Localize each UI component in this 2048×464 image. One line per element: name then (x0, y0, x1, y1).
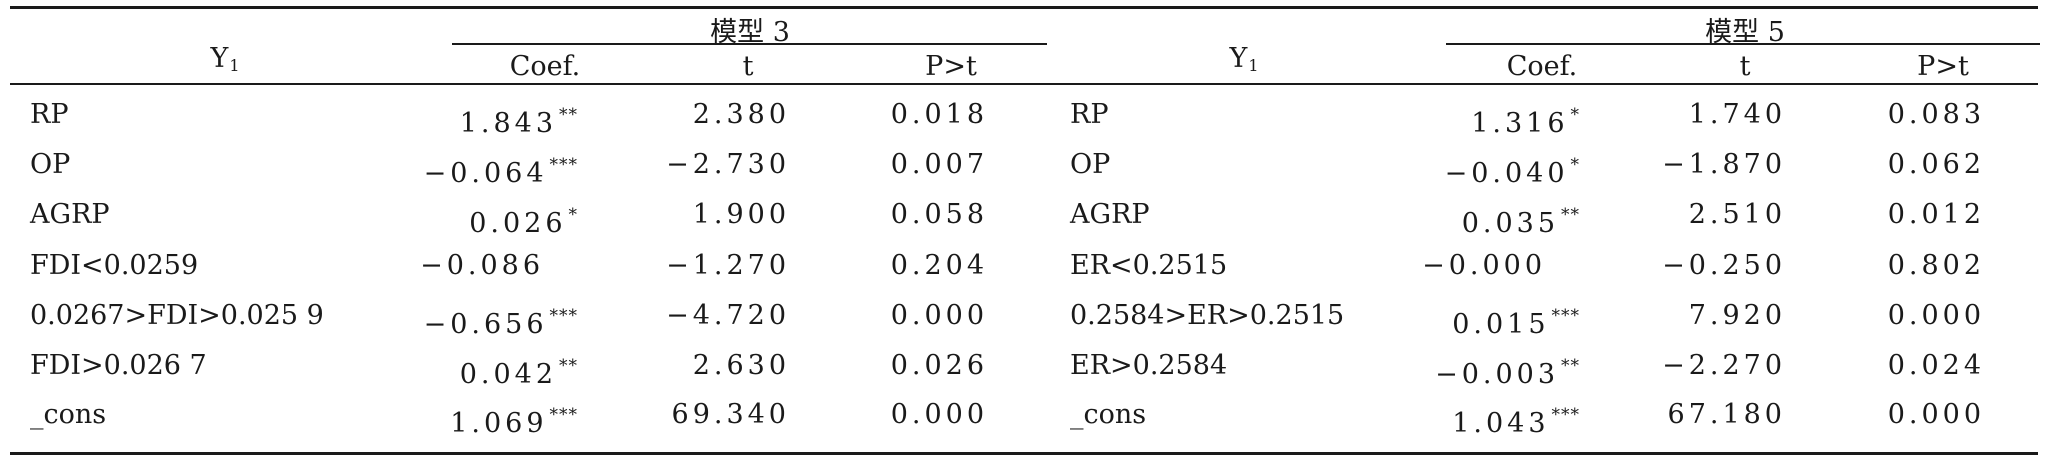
left-row-t: −4.720 (666, 300, 790, 331)
right-row-label: 0.2584>ER>0.2515 (1070, 300, 1345, 331)
left-row-coef: −0.656 *** (423, 306, 578, 340)
right-row-coef: −0.040 * (1444, 155, 1580, 189)
significance-stars: ** (1561, 356, 1580, 376)
left-row-label: FDI<0.0259 (30, 250, 199, 281)
right-row-p: 0.083 (1887, 99, 1985, 130)
right-row-t: −2.270 (1662, 350, 1786, 381)
right-col-coef: Coef. (1506, 51, 1578, 82)
top-rule (10, 6, 2038, 9)
right-row-t: −0.250 (1662, 250, 1786, 281)
left-row-coef: 1.843 ** (459, 105, 578, 139)
bottom-rule (10, 452, 2038, 455)
left-model-label: 模型 3 (710, 17, 790, 48)
significance-stars: *** (1551, 306, 1580, 326)
left-row-p: 0.204 (890, 250, 988, 281)
right-row-p: 0.000 (1887, 300, 1985, 331)
right-row-coef: −0.000 (1422, 250, 1546, 281)
left-row-t: 1.900 (692, 199, 790, 230)
left-row-coef: 0.042 ** (459, 356, 578, 390)
right-row-p: 0.012 (1887, 199, 1985, 230)
significance-stars: ** (559, 105, 578, 125)
right-model-rule (1446, 43, 2040, 45)
left-row-label: FDI>0.026 7 (30, 350, 207, 381)
right-row-t: 7.920 (1688, 300, 1786, 331)
left-row-t: −1.270 (666, 250, 790, 281)
left-row-t: 2.630 (692, 350, 790, 381)
right-row-coef: 0.035 ** (1461, 205, 1580, 239)
left-row-t: 2.380 (692, 99, 790, 130)
left-row-coef: −0.064 *** (423, 155, 578, 189)
significance-stars: * (1570, 155, 1580, 175)
significance-stars: ** (559, 356, 578, 376)
left-row-p: 0.026 (890, 350, 988, 381)
left-row-label: AGRP (30, 199, 110, 230)
significance-stars: ** (1561, 205, 1580, 225)
significance-stars: * (568, 205, 578, 225)
right-col-p: P>t (1917, 51, 1969, 82)
left-row-t: 69.340 (671, 399, 790, 430)
right-row-coef: 1.316 * (1471, 105, 1580, 139)
left-row-coef: 0.026 * (469, 205, 578, 239)
significance-stars: * (1570, 105, 1580, 125)
significance-stars: *** (1551, 405, 1580, 425)
left-row-p: 0.000 (890, 399, 988, 430)
left-stub-header: Y1 (210, 43, 240, 75)
right-row-t: 67.180 (1667, 399, 1786, 430)
right-row-label: _cons (1070, 399, 1147, 430)
left-row-coef: 1.069 *** (450, 405, 578, 439)
right-row-coef: −0.003 ** (1435, 356, 1580, 390)
left-row-p: 0.018 (890, 99, 988, 130)
left-col-p: P>t (925, 51, 977, 82)
left-row-label: 0.0267>FDI>0.025 9 (30, 300, 324, 331)
right-row-p: 0.802 (1887, 250, 1985, 281)
left-row-p: 0.000 (890, 300, 988, 331)
right-row-p: 0.024 (1887, 350, 1985, 381)
left-row-p: 0.007 (890, 149, 988, 180)
right-row-t: −1.870 (1662, 149, 1786, 180)
left-row-t: −2.730 (666, 149, 790, 180)
right-row-coef: 0.015 *** (1452, 306, 1580, 340)
header-rule (10, 83, 2038, 85)
right-row-label: OP (1070, 149, 1111, 180)
right-row-coef: 1.043 *** (1452, 405, 1580, 439)
left-model-rule (452, 43, 1047, 45)
right-stub-header: Y1 (1229, 43, 1259, 75)
left-row-coef: −0.086 (420, 250, 544, 281)
right-row-p: 0.062 (1887, 149, 1985, 180)
left-row-label: _cons (30, 399, 107, 430)
right-row-t: 2.510 (1688, 199, 1786, 230)
left-row-p: 0.058 (890, 199, 988, 230)
right-row-label: ER>0.2584 (1070, 350, 1228, 381)
left-row-label: RP (30, 99, 69, 130)
right-row-label: ER<0.2515 (1070, 250, 1228, 281)
significance-stars: *** (549, 155, 578, 175)
right-row-label: RP (1070, 99, 1109, 130)
significance-stars: *** (549, 405, 578, 425)
right-row-t: 1.740 (1688, 99, 1786, 130)
right-col-t: t (1739, 51, 1751, 82)
left-col-t: t (742, 51, 754, 82)
significance-stars: *** (549, 306, 578, 326)
left-col-coef: Coef. (509, 51, 581, 82)
right-row-label: AGRP (1070, 199, 1150, 230)
left-row-label: OP (30, 149, 71, 180)
right-model-label: 模型 5 (1705, 17, 1785, 48)
right-row-p: 0.000 (1887, 399, 1985, 430)
